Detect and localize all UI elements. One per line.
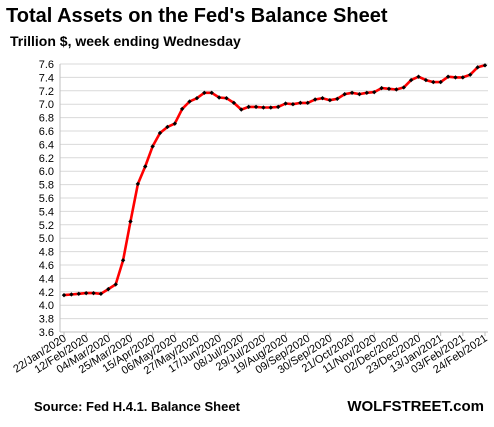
chart-title: Total Assets on the Fed's Balance Sheet: [6, 5, 388, 27]
data-point: [209, 90, 214, 96]
data-point: [253, 104, 259, 110]
y-tick-label: 5.6: [39, 193, 54, 205]
y-tick-label: 6.4: [39, 139, 54, 151]
y-tick-label: 7.2: [39, 86, 54, 98]
data-point: [453, 75, 458, 80]
chart-subtitle: Trillion $, week ending Wednesday: [10, 33, 241, 49]
data-point: [386, 86, 392, 91]
data-point: [135, 181, 141, 187]
data-point: [106, 286, 111, 292]
data-point: [401, 85, 406, 90]
data-point: [224, 95, 229, 101]
data-point: [298, 100, 303, 106]
data-point: [357, 91, 362, 97]
data-point: [268, 105, 274, 110]
data-point: [482, 63, 488, 68]
data-point: [416, 74, 421, 79]
y-tick-label: 5.0: [39, 233, 54, 245]
y-tick-label: 4.6: [39, 260, 54, 272]
data-point: [61, 292, 67, 298]
data-point: [143, 164, 148, 169]
data-point: [202, 90, 207, 96]
data-point: [423, 77, 429, 83]
data-point: [150, 144, 155, 149]
data-point: [468, 72, 473, 77]
y-tick-label: 7.6: [39, 59, 54, 71]
x-axis: 22/Jan/202012/Feb/202004/Mar/202025/Mar/…: [11, 331, 490, 377]
y-tick-label: 6.6: [39, 126, 54, 138]
series-line: [63, 64, 486, 297]
y-tick-label: 7.4: [39, 72, 54, 84]
data-point: [372, 89, 377, 95]
data-point: [283, 101, 288, 106]
plot-area: [61, 63, 488, 298]
data-point: [408, 77, 414, 83]
data-point: [475, 65, 480, 70]
data-point: [172, 121, 177, 126]
data-point: [460, 75, 466, 80]
y-tick-label: 3.8: [39, 314, 54, 326]
y-tick-label: 4.2: [39, 287, 54, 299]
data-point: [305, 100, 310, 106]
data-point: [394, 87, 399, 92]
data-point: [335, 96, 340, 102]
data-point: [194, 95, 200, 101]
data-point: [246, 104, 251, 110]
data-point: [157, 130, 163, 136]
data-point: [165, 124, 170, 130]
y-tick-label: 7.0: [39, 99, 54, 111]
data-point: [128, 219, 133, 224]
data-point: [120, 258, 126, 263]
y-tick-label: 6.8: [39, 113, 54, 125]
y-tick-label: 6.2: [39, 153, 54, 165]
data-point: [239, 107, 244, 112]
y-tick-label: 4.8: [39, 247, 54, 259]
data-point: [327, 97, 333, 103]
y-tick-label: 5.2: [39, 220, 54, 232]
data-point: [83, 290, 89, 296]
data-point: [231, 100, 237, 106]
data-point: [275, 104, 281, 110]
data-point: [364, 90, 370, 96]
data-point: [445, 74, 451, 79]
y-tick-label: 4.4: [39, 273, 54, 285]
data-point: [98, 291, 104, 297]
data-point: [342, 91, 347, 97]
y-tick-label: 5.8: [39, 180, 54, 192]
data-point: [187, 99, 192, 104]
data-point: [76, 291, 81, 297]
data-point: [312, 97, 318, 102]
data-point: [113, 282, 118, 287]
data-point: [290, 102, 296, 107]
data-point: [261, 105, 266, 110]
brand-logo-text: WOLFSTREET.com: [347, 398, 484, 415]
y-tick-label: 5.4: [39, 206, 54, 218]
y-tick-label: 4.0: [39, 300, 54, 312]
data-point: [91, 290, 96, 296]
data-point: [69, 292, 74, 297]
data-point: [438, 79, 443, 85]
y-axis: 3.63.84.04.24.44.64.85.05.25.45.65.86.06…: [39, 59, 61, 339]
data-point: [379, 85, 384, 91]
source-note: Source: Fed H.4.1. Balance Sheet: [34, 399, 240, 414]
data-point: [216, 95, 222, 100]
data-point: [431, 79, 436, 85]
data-point: [179, 106, 185, 112]
gridlines: [60, 63, 488, 333]
data-point: [320, 95, 325, 101]
y-tick-label: 6.0: [39, 166, 54, 178]
data-point: [349, 90, 355, 96]
y-tick-label: 3.6: [39, 327, 54, 339]
